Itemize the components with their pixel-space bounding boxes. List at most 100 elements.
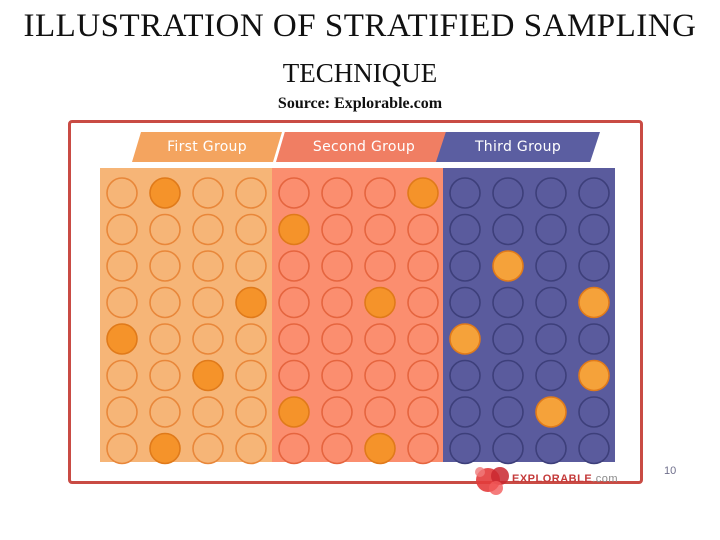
explorable-logo-text: EXPLORABLE.com bbox=[512, 473, 618, 485]
population-unit-circle bbox=[192, 250, 224, 282]
population-unit-circle bbox=[106, 432, 138, 465]
population-unit-circle bbox=[578, 323, 610, 355]
first-group-tab: First Group bbox=[132, 132, 282, 162]
population-unit-circle bbox=[321, 359, 353, 392]
population-unit-circle bbox=[535, 323, 567, 355]
population-unit-circle bbox=[106, 396, 138, 428]
population-unit-circle bbox=[535, 432, 567, 465]
third-group-tab: Third Group bbox=[436, 132, 600, 162]
sampled-unit-circle bbox=[149, 177, 181, 209]
page-number: 10 bbox=[664, 465, 677, 477]
population-unit-circle bbox=[278, 250, 310, 282]
population-unit-circle bbox=[492, 286, 524, 319]
population-unit-circle bbox=[449, 177, 481, 209]
population-unit-circle bbox=[106, 213, 138, 246]
population-unit-circle bbox=[149, 286, 181, 319]
population-unit-circle bbox=[449, 359, 481, 392]
population-unit-circle bbox=[321, 396, 353, 428]
sampled-unit-circle bbox=[192, 359, 224, 392]
population-unit-circle bbox=[149, 250, 181, 282]
sampled-unit-circle bbox=[235, 286, 267, 319]
sampled-unit-circle bbox=[535, 396, 567, 428]
population-unit-circle bbox=[407, 323, 439, 355]
population-unit-circle bbox=[578, 250, 610, 282]
second-group-tab: Second Group bbox=[276, 132, 452, 162]
slide-title-line-2: TECHNIQUE bbox=[282, 58, 438, 88]
sampled-unit-circle bbox=[364, 286, 396, 319]
population-unit-circle bbox=[235, 323, 267, 355]
population-unit-circle bbox=[321, 432, 353, 465]
population-unit-circle bbox=[192, 213, 224, 246]
population-unit-circle bbox=[364, 177, 396, 209]
population-unit-circle bbox=[407, 213, 439, 246]
population-unit-circle bbox=[578, 177, 610, 209]
illustration-frame bbox=[68, 120, 643, 484]
population-unit-circle bbox=[578, 213, 610, 246]
population-unit-circle bbox=[235, 250, 267, 282]
population-unit-circle bbox=[535, 286, 567, 319]
population-unit-circle bbox=[535, 213, 567, 246]
population-unit-circle bbox=[278, 359, 310, 392]
population-unit-circle bbox=[364, 323, 396, 355]
population-unit-circle bbox=[149, 359, 181, 392]
population-unit-circle bbox=[535, 250, 567, 282]
population-unit-circle bbox=[235, 396, 267, 428]
population-unit-circle bbox=[492, 323, 524, 355]
population-unit-circle bbox=[106, 359, 138, 392]
sampled-unit-circle bbox=[106, 323, 138, 355]
logo-suffix: .com bbox=[592, 473, 619, 485]
slide-title: ILLUSTRATION OF STRATIFIED SAMPLING bbox=[23, 8, 697, 44]
population-unit-circle bbox=[492, 396, 524, 428]
population-unit-circle bbox=[407, 396, 439, 428]
population-unit-circle bbox=[149, 213, 181, 246]
sampled-unit-circle bbox=[278, 396, 310, 428]
population-unit-circle bbox=[106, 250, 138, 282]
population-unit-circle bbox=[192, 432, 224, 465]
population-unit-circle bbox=[106, 177, 138, 209]
population-unit-circle bbox=[364, 396, 396, 428]
population-unit-circle bbox=[535, 177, 567, 209]
population-unit-circle bbox=[192, 396, 224, 428]
population-unit-circle bbox=[449, 286, 481, 319]
population-unit-circle bbox=[106, 286, 138, 319]
population-unit-circle bbox=[235, 213, 267, 246]
sampled-unit-circle bbox=[407, 177, 439, 209]
population-unit-circle bbox=[278, 177, 310, 209]
sampled-unit-circle bbox=[449, 323, 481, 355]
population-unit-circle bbox=[407, 359, 439, 392]
population-unit-circle bbox=[192, 286, 224, 319]
population-unit-circle bbox=[578, 396, 610, 428]
population-unit-circle bbox=[407, 432, 439, 465]
population-unit-circle bbox=[449, 213, 481, 246]
population-unit-circle bbox=[192, 177, 224, 209]
population-unit-circle bbox=[321, 250, 353, 282]
sampled-unit-circle bbox=[278, 213, 310, 246]
sampled-unit-circle bbox=[492, 250, 524, 282]
population-unit-circle bbox=[278, 323, 310, 355]
population-unit-circle bbox=[364, 213, 396, 246]
population-unit-circle bbox=[192, 323, 224, 355]
population-unit-circle bbox=[492, 432, 524, 465]
population-unit-circle bbox=[321, 286, 353, 319]
population-unit-circle bbox=[235, 359, 267, 392]
population-unit-circle bbox=[278, 432, 310, 465]
sampled-unit-circle bbox=[578, 286, 610, 319]
population-unit-circle bbox=[321, 213, 353, 246]
population-unit-circle bbox=[278, 286, 310, 319]
source-caption: Source: Explorable.com bbox=[277, 95, 443, 112]
logo-brand: EXPLORABLE bbox=[512, 473, 593, 485]
population-unit-circle bbox=[364, 359, 396, 392]
population-unit-circle bbox=[321, 177, 353, 209]
population-unit-circle bbox=[149, 396, 181, 428]
sampled-unit-circle bbox=[578, 359, 610, 392]
population-unit-circle bbox=[235, 432, 267, 465]
population-unit-circle bbox=[407, 286, 439, 319]
population-unit-circle bbox=[492, 359, 524, 392]
explorable-logo-icon bbox=[475, 467, 509, 495]
population-unit-circle bbox=[449, 250, 481, 282]
sampled-unit-circle bbox=[364, 432, 396, 465]
population-unit-circle bbox=[407, 250, 439, 282]
population-unit-circle bbox=[535, 359, 567, 392]
population-unit-circle bbox=[364, 250, 396, 282]
